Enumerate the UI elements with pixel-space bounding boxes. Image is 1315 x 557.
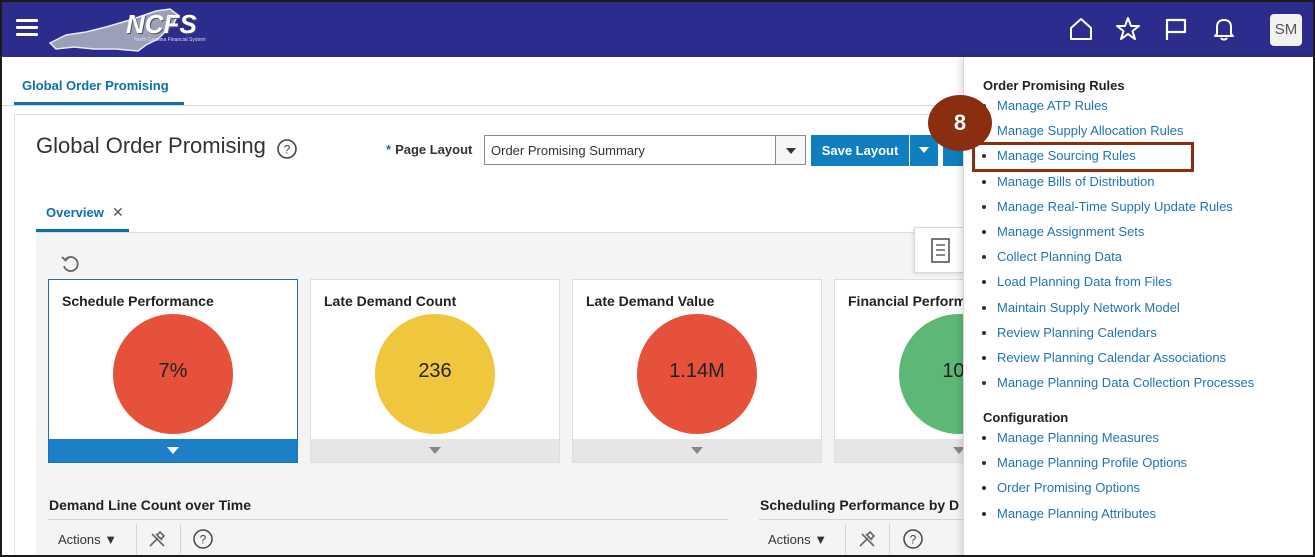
overview-tab-indicator	[36, 229, 129, 232]
configuration-list: Manage Planning Measures Manage Planning…	[981, 430, 1187, 531]
svg-text:?: ?	[910, 533, 917, 547]
task-link-manage-real-time-supply-update-rules[interactable]: Manage Real-Time Supply Update Rules	[981, 199, 1254, 224]
chevron-down-icon[interactable]	[775, 136, 805, 164]
actions-menu[interactable]: Actions ▼	[768, 532, 828, 547]
active-tab-indicator	[14, 102, 184, 105]
drawer-heading-order-promising-rules: Order Promising Rules	[983, 78, 1125, 93]
drawer-heading-configuration: Configuration	[983, 410, 1069, 425]
task-link-collect-planning-data[interactable]: Collect Planning Data	[981, 249, 1254, 274]
tasks-panel-toggle[interactable]	[914, 227, 964, 273]
close-icon[interactable]: ✕	[112, 204, 124, 220]
ncfs-logo[interactable]: NCFS North Carolina Financial System	[46, 5, 206, 55]
kpi-card-expand[interactable]	[49, 439, 297, 462]
section-divider	[759, 519, 964, 520]
kpi-card-title: Late Demand Value	[586, 293, 715, 309]
chevron-down-icon	[429, 447, 441, 454]
tab-divider	[2, 105, 1313, 106]
kpi-card-title: Schedule Performance	[62, 293, 214, 309]
task-link-manage-planning-measures[interactable]: Manage Planning Measures	[981, 430, 1187, 455]
section-toolbar: Actions ▼ ?	[759, 522, 964, 555]
kpi-card-expand[interactable]	[573, 439, 821, 462]
task-link-review-planning-calendar-associations[interactable]: Review Planning Calendar Associations	[981, 350, 1254, 375]
task-link-review-planning-calendars[interactable]: Review Planning Calendars	[981, 325, 1254, 350]
toolbar-separator	[845, 524, 846, 554]
task-link-manage-atp-rules[interactable]: Manage ATP Rules	[981, 98, 1254, 123]
tab-global-order-promising[interactable]: Global Order Promising	[22, 78, 169, 93]
home-icon[interactable]	[1068, 16, 1094, 42]
kpi-card-late-demand-value[interactable]: Late Demand Value 1.14M	[572, 279, 822, 463]
toolbar-separator	[180, 524, 181, 554]
kpi-circle: 7%	[113, 314, 233, 434]
tools-icon[interactable]	[146, 528, 168, 550]
task-link-manage-sourcing-rules[interactable]: Manage Sourcing Rules	[981, 148, 1254, 173]
help-icon[interactable]: ?	[902, 528, 924, 550]
section-toolbar: Actions ▼ ?	[48, 522, 728, 555]
logo-text: NCFS	[126, 9, 197, 39]
kpi-value: 1.14M	[669, 360, 725, 382]
help-icon[interactable]: ?	[192, 528, 214, 550]
kpi-card-expand[interactable]	[311, 439, 559, 462]
task-link-manage-planning-data-collection-processes[interactable]: Manage Planning Data Collection Processe…	[981, 375, 1254, 400]
kpi-value: 236	[418, 360, 452, 382]
chevron-down-icon	[691, 447, 703, 454]
page-layout-label: * Page Layout	[386, 142, 472, 157]
kpi-circle: 1.14M	[637, 314, 757, 434]
task-link-manage-assignment-sets[interactable]: Manage Assignment Sets	[981, 224, 1254, 249]
save-layout-button[interactable]: Save Layout	[811, 135, 909, 166]
user-avatar[interactable]: SM	[1270, 14, 1302, 46]
kpi-circle: 236	[375, 314, 495, 434]
required-indicator: *	[386, 142, 392, 157]
svg-text:?: ?	[284, 143, 291, 157]
navigator-menu-icon[interactable]	[16, 19, 38, 37]
section-title-scheduling-performance: Scheduling Performance by D	[760, 497, 960, 513]
chevron-down-icon	[167, 447, 179, 454]
actions-menu[interactable]: Actions ▼	[58, 532, 118, 547]
chevron-down-icon	[953, 447, 965, 454]
page-layout-select[interactable]: Order Promising Summary	[484, 135, 806, 165]
document-icon	[931, 238, 950, 263]
tools-icon[interactable]	[856, 528, 878, 550]
flag-icon[interactable]	[1163, 16, 1189, 42]
top-navigation-bar: NCFS North Carolina Financial System SM	[2, 2, 1313, 57]
task-link-manage-bills-of-distribution[interactable]: Manage Bills of Distribution	[981, 174, 1254, 199]
nc-state-shape-icon	[48, 8, 179, 52]
highlight-box	[972, 142, 1194, 172]
order-promising-rules-list: Manage ATP Rules Manage Supply Allocatio…	[981, 98, 1254, 400]
toolbar-separator	[889, 524, 890, 554]
task-link-maintain-supply-network-model[interactable]: Maintain Supply Network Model	[981, 300, 1254, 325]
kpi-card-title: Late Demand Count	[324, 293, 457, 309]
kpi-card-late-demand-count[interactable]: Late Demand Count 236	[310, 279, 560, 463]
task-link-manage-planning-profile-options[interactable]: Manage Planning Profile Options	[981, 455, 1187, 480]
svg-text:?: ?	[200, 533, 207, 547]
task-link-load-planning-data-from-files[interactable]: Load Planning Data from Files	[981, 274, 1254, 299]
task-link-manage-planning-attributes[interactable]: Manage Planning Attributes	[981, 506, 1187, 531]
bell-icon[interactable]	[1211, 16, 1237, 42]
overview-divider	[36, 232, 966, 233]
logo-subtext: North Carolina Financial System	[134, 37, 206, 43]
tasks-drawer: Order Promising Rules Manage ATP Rules M…	[963, 57, 1313, 555]
kpi-card-schedule-performance[interactable]: Schedule Performance 7%	[48, 279, 298, 463]
kpi-card-title: Financial Perform	[848, 293, 967, 309]
page-layout-label-text: Page Layout	[395, 142, 473, 157]
page-layout-value: Order Promising Summary	[491, 143, 645, 158]
section-divider	[48, 519, 728, 520]
section-title-demand-line-count: Demand Line Count over Time	[49, 497, 251, 513]
help-icon[interactable]: ?	[276, 138, 298, 160]
step-number-badge: 8	[928, 95, 992, 151]
toolbar-separator	[136, 524, 137, 554]
kpi-value: 7%	[158, 360, 188, 382]
refresh-icon[interactable]	[60, 254, 80, 274]
star-icon[interactable]	[1115, 16, 1141, 42]
save-layout-dropdown-icon[interactable]	[910, 135, 938, 166]
page-title: Global Order Promising	[36, 133, 266, 158]
tab-overview[interactable]: Overview	[46, 205, 104, 220]
task-link-order-promising-options[interactable]: Order Promising Options	[981, 480, 1187, 505]
